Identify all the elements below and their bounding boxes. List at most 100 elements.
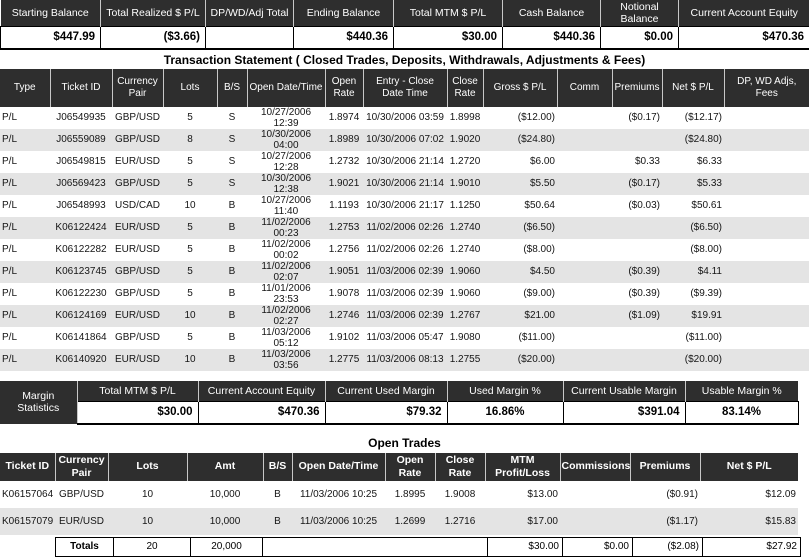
- tx-cell-dp-wd-adjs-fees: [724, 129, 809, 151]
- tx-cell-gross-p-l: ($24.80): [483, 129, 557, 151]
- tx-cell-gross-p-l: ($6.50): [483, 217, 557, 239]
- tx-cell-dp-wd-adjs-fees: [724, 327, 809, 349]
- tx-cell-type: P/L: [0, 129, 50, 151]
- tx-cell-net-p-l: ($12.17): [662, 107, 724, 129]
- tx-cell-open-rate: 1.8989: [325, 129, 363, 151]
- tx-cell-currency-pair: EUR/USD: [112, 239, 163, 261]
- tx-cell-open-rate: 1.2732: [325, 151, 363, 173]
- summary-header-ending-balance: Ending Balance: [294, 0, 394, 27]
- open-cell-open-date-time: 11/03/2006 10:25: [292, 481, 385, 508]
- open-col-header-currency-pair: Currency Pair: [55, 453, 108, 481]
- tx-cell-ticket-id: J06569423: [50, 173, 112, 195]
- tx-cell-currency-pair: GBP/USD: [112, 283, 163, 305]
- tx-col-header-dp-wd-adjs-fees: DP, WD Adjs, Fees: [724, 69, 809, 107]
- tx-cell-comm: [557, 107, 612, 129]
- summary-value-dp-wd-adj-total: [206, 27, 294, 49]
- tx-cell-type: P/L: [0, 217, 50, 239]
- open-cell-commissions: [560, 508, 630, 535]
- open-cell-ticket-id: K06157079: [0, 508, 55, 535]
- open-cell-ticket-id: K06157064: [0, 481, 55, 508]
- tx-cell-entry-close-date-time: 10/30/2006 07:02: [363, 129, 447, 151]
- tx-col-header-lots: Lots: [163, 69, 217, 107]
- tx-col-header-gross-p-l: Gross $ P/L: [483, 69, 557, 107]
- tx-cell-premiums: $0.33: [612, 151, 662, 173]
- tx-cell-net-p-l: $6.33: [662, 151, 724, 173]
- tx-cell-type: P/L: [0, 327, 50, 349]
- tx-cell-lots: 8: [163, 129, 217, 151]
- tx-cell-comm: [557, 305, 612, 327]
- tx-cell-type: P/L: [0, 173, 50, 195]
- totals-amt: 20,000: [191, 537, 263, 556]
- tx-cell-ticket-id: K06123745: [50, 261, 112, 283]
- margin-value-current-account-equity: $470.36: [198, 402, 325, 424]
- margin-header-usable-margin: Usable Margin %: [685, 381, 798, 402]
- tx-cell-currency-pair: EUR/USD: [112, 305, 163, 327]
- tx-cell-open-date-time: 10/30/2006 04:00: [247, 129, 325, 151]
- margin-header-current-usable-margin: Current Usable Margin: [563, 381, 685, 402]
- tx-cell-open-date-time: 11/02/2006 02:07: [247, 261, 325, 283]
- summary-header-cash-balance: Cash Balance: [503, 0, 601, 27]
- tx-cell-gross-p-l: $6.00: [483, 151, 557, 173]
- tx-cell-ticket-id: J06549815: [50, 151, 112, 173]
- margin-value-total-mtm-p-l: $30.00: [77, 402, 198, 424]
- tx-cell-net-p-l: ($6.50): [662, 217, 724, 239]
- open-col-header-open-rate: Open Rate: [385, 453, 435, 481]
- tx-cell-ticket-id: J06549935: [50, 107, 112, 129]
- tx-cell-gross-p-l: ($9.00): [483, 283, 557, 305]
- tx-cell-currency-pair: GBP/USD: [112, 129, 163, 151]
- tx-cell-premiums: [612, 349, 662, 371]
- tx-cell-open-date-time: 10/30/2006 12:38: [247, 173, 325, 195]
- tx-cell-close-rate: 1.8998: [447, 107, 483, 129]
- tx-cell-open-date-time: 11/03/2006 05:12: [247, 327, 325, 349]
- tx-cell-open-date-time: 10/27/2006 12:28: [247, 151, 325, 173]
- tx-cell-type: P/L: [0, 239, 50, 261]
- tx-cell-open-date-time: 11/02/2006 02:27: [247, 305, 325, 327]
- tx-col-header-close-rate: Close Rate: [447, 69, 483, 107]
- tx-cell-open-rate: 1.9051: [325, 261, 363, 283]
- open-cell-open-rate: 1.2699: [385, 508, 435, 535]
- open-cell-net-p-l: $15.83: [700, 508, 798, 535]
- tx-cell-b-s: B: [217, 349, 247, 371]
- tx-cell-net-p-l: $5.33: [662, 173, 724, 195]
- tx-cell-entry-close-date-time: 11/03/2006 02:39: [363, 305, 447, 327]
- summary-value-starting-balance: $447.99: [1, 27, 101, 49]
- tx-cell-ticket-id: K06140920: [50, 349, 112, 371]
- tx-cell-net-p-l: ($9.39): [662, 283, 724, 305]
- summary-header-dp-wd-adj-total: DP/WD/Adj Total: [206, 0, 294, 27]
- tx-cell-entry-close-date-time: 11/03/2006 02:39: [363, 261, 447, 283]
- tx-cell-type: P/L: [0, 305, 50, 327]
- tx-cell-open-rate: 1.8974: [325, 107, 363, 129]
- tx-cell-entry-close-date-time: 10/30/2006 03:59: [363, 107, 447, 129]
- open-cell-premiums: ($0.91): [630, 481, 700, 508]
- tx-cell-comm: [557, 151, 612, 173]
- margin-statistics-label: Margin Statistics: [0, 381, 77, 424]
- totals-lots: 20: [114, 537, 191, 556]
- tx-cell-open-date-time: 11/03/2006 03:56: [247, 349, 325, 371]
- tx-cell-open-rate: 1.2775: [325, 349, 363, 371]
- summary-header-starting-balance: Starting Balance: [1, 0, 101, 27]
- tx-cell-open-rate: 1.9078: [325, 283, 363, 305]
- tx-cell-lots: 5: [163, 217, 217, 239]
- margin-header-current-account-equity: Current Account Equity: [198, 381, 325, 402]
- tx-cell-ticket-id: K06122230: [50, 283, 112, 305]
- tx-col-header-open-date-time: Open Date/Time: [247, 69, 325, 107]
- tx-cell-dp-wd-adjs-fees: [724, 349, 809, 371]
- tx-cell-currency-pair: GBP/USD: [112, 173, 163, 195]
- tx-cell-open-rate: 1.9102: [325, 327, 363, 349]
- tx-cell-b-s: B: [217, 327, 247, 349]
- tx-col-header-open-rate: Open Rate: [325, 69, 363, 107]
- totals-label: Totals: [56, 537, 114, 556]
- tx-cell-premiums: [612, 327, 662, 349]
- open-col-header-net-p-l: Net $ P/L: [700, 453, 798, 481]
- tx-cell-dp-wd-adjs-fees: [724, 173, 809, 195]
- summary-header-total-mtm-p-l: Total MTM $ P/L: [394, 0, 503, 27]
- tx-cell-net-p-l: ($24.80): [662, 129, 724, 151]
- tx-cell-entry-close-date-time: 10/30/2006 21:17: [363, 195, 447, 217]
